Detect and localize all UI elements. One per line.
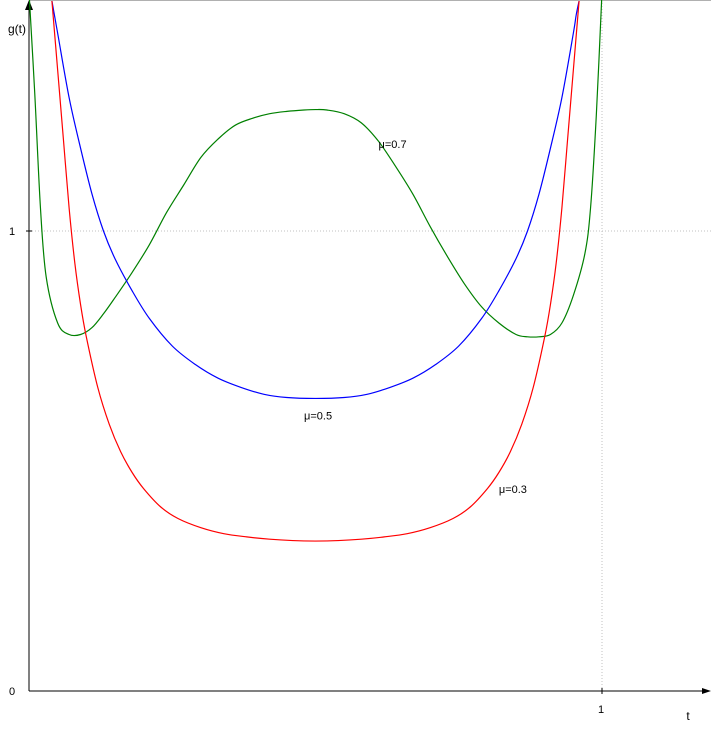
x-axis-arrow-icon xyxy=(702,688,711,694)
series-line-0 xyxy=(29,0,603,338)
series-annotation-1: μ=0.5 xyxy=(304,411,332,423)
series-lines xyxy=(29,0,603,542)
y-axis-label: g(t) xyxy=(8,22,26,36)
x-axis-label: t xyxy=(686,709,690,723)
y-axis-arrow-icon xyxy=(25,0,33,10)
series-line-2 xyxy=(51,0,580,542)
axes xyxy=(25,0,711,694)
reference-lines xyxy=(29,0,711,691)
series-annotation-2: μ=0.3 xyxy=(499,484,527,496)
series-line-1 xyxy=(51,0,580,400)
y-tick-label: 1 xyxy=(9,226,15,238)
y-tick-label: 0 xyxy=(9,686,15,698)
series-annotation-0: μ=0.7 xyxy=(379,139,407,151)
x-tick-label: 1 xyxy=(598,704,604,716)
labels: 0 1 1 g(t) t μ=0.7 μ=0.5 μ=0.3 xyxy=(8,22,690,723)
